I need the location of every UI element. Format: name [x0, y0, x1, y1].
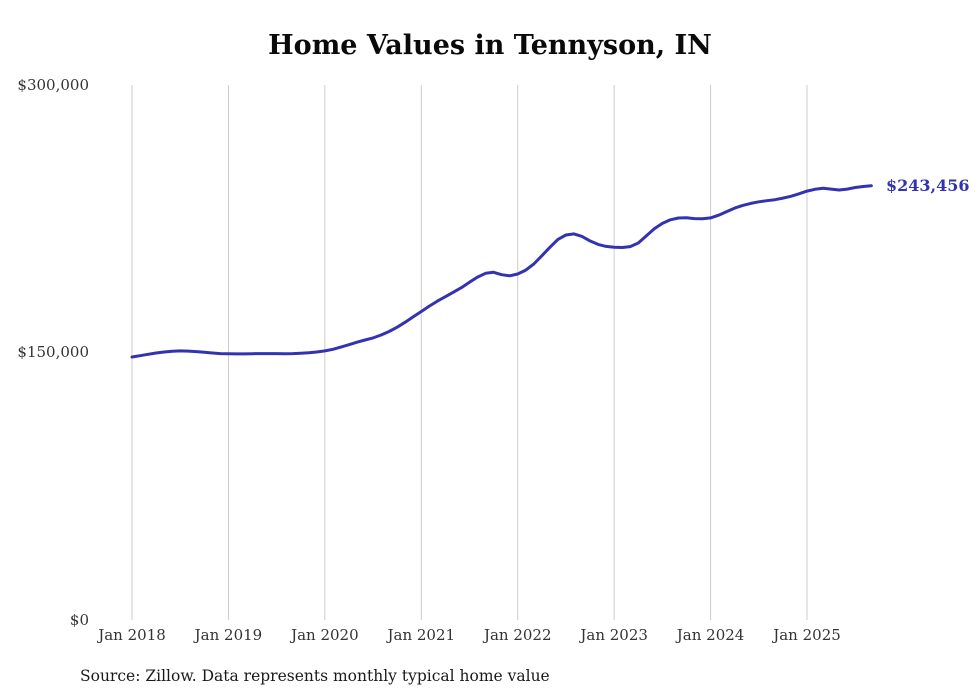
- x-tick-label: Jan 2023: [578, 626, 648, 644]
- x-tick-label: Jan 2021: [386, 626, 456, 644]
- y-axis-tick-label-150k: $150,000: [17, 343, 89, 361]
- x-tick-label: Jan 2022: [482, 626, 552, 644]
- chart-title: Home Values in Tennyson, IN: [268, 30, 712, 61]
- x-tick-label: Jan 2019: [193, 626, 263, 644]
- source-note: Source: Zillow. Data represents monthly …: [80, 667, 550, 685]
- y-axis-tick-label-0: $0: [69, 611, 89, 629]
- home-value-line: [130, 184, 873, 359]
- current-value-label: $243,456: [886, 175, 970, 195]
- x-tick-label: Jan 2024: [675, 626, 745, 644]
- y-axis-tick-label-300k: $300,000: [17, 76, 89, 94]
- x-tick-label: Jan 2018: [96, 626, 166, 644]
- x-tick-label: Jan 2025: [771, 626, 841, 644]
- x-tick-label: Jan 2020: [289, 626, 359, 644]
